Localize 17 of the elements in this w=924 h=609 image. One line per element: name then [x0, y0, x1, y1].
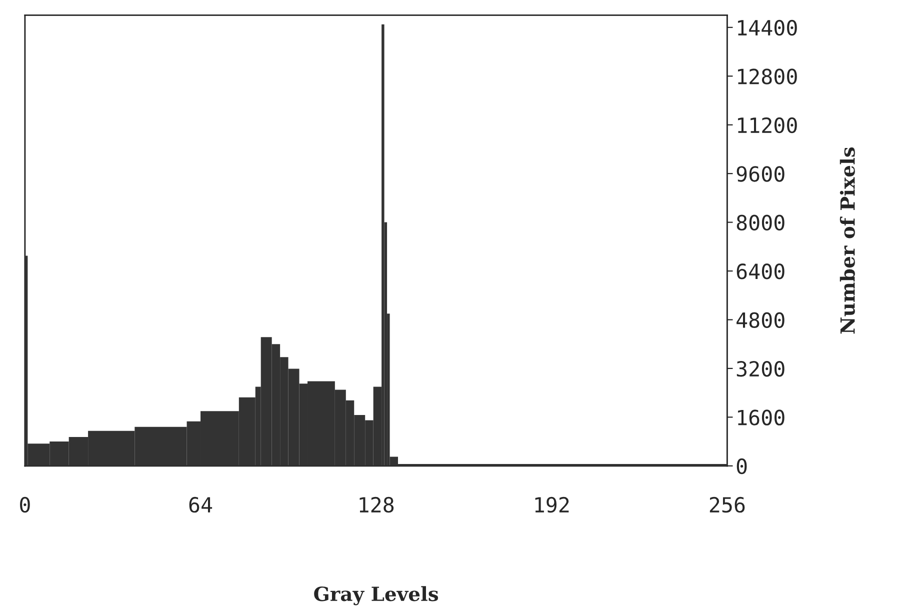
y-tick-label: 3200: [736, 360, 784, 377]
x-tick-label: 0: [20, 496, 30, 513]
y-tick-label: 12800: [738, 68, 797, 84]
y-tick-label: 14400: [738, 20, 797, 36]
x-tick-label: 192: [535, 496, 569, 513]
x-tick-label: 128: [360, 496, 394, 513]
x-tick-label: 256: [710, 496, 745, 513]
y-tick-label: 1600: [738, 410, 784, 426]
x-axis-title: Gray Levels: [314, 586, 438, 606]
y-tick-label: 6400: [736, 264, 784, 280]
y-tick-label: 9600: [736, 166, 784, 182]
y-tick-label: 4800: [736, 312, 784, 328]
x-tick-label: 64: [189, 496, 212, 513]
y-axis-title: Number of Pixels: [840, 147, 855, 334]
y-tick-label: 11200: [738, 117, 797, 134]
y-tick-label: 8000: [736, 214, 784, 231]
y-tick-label: 0: [736, 458, 747, 474]
